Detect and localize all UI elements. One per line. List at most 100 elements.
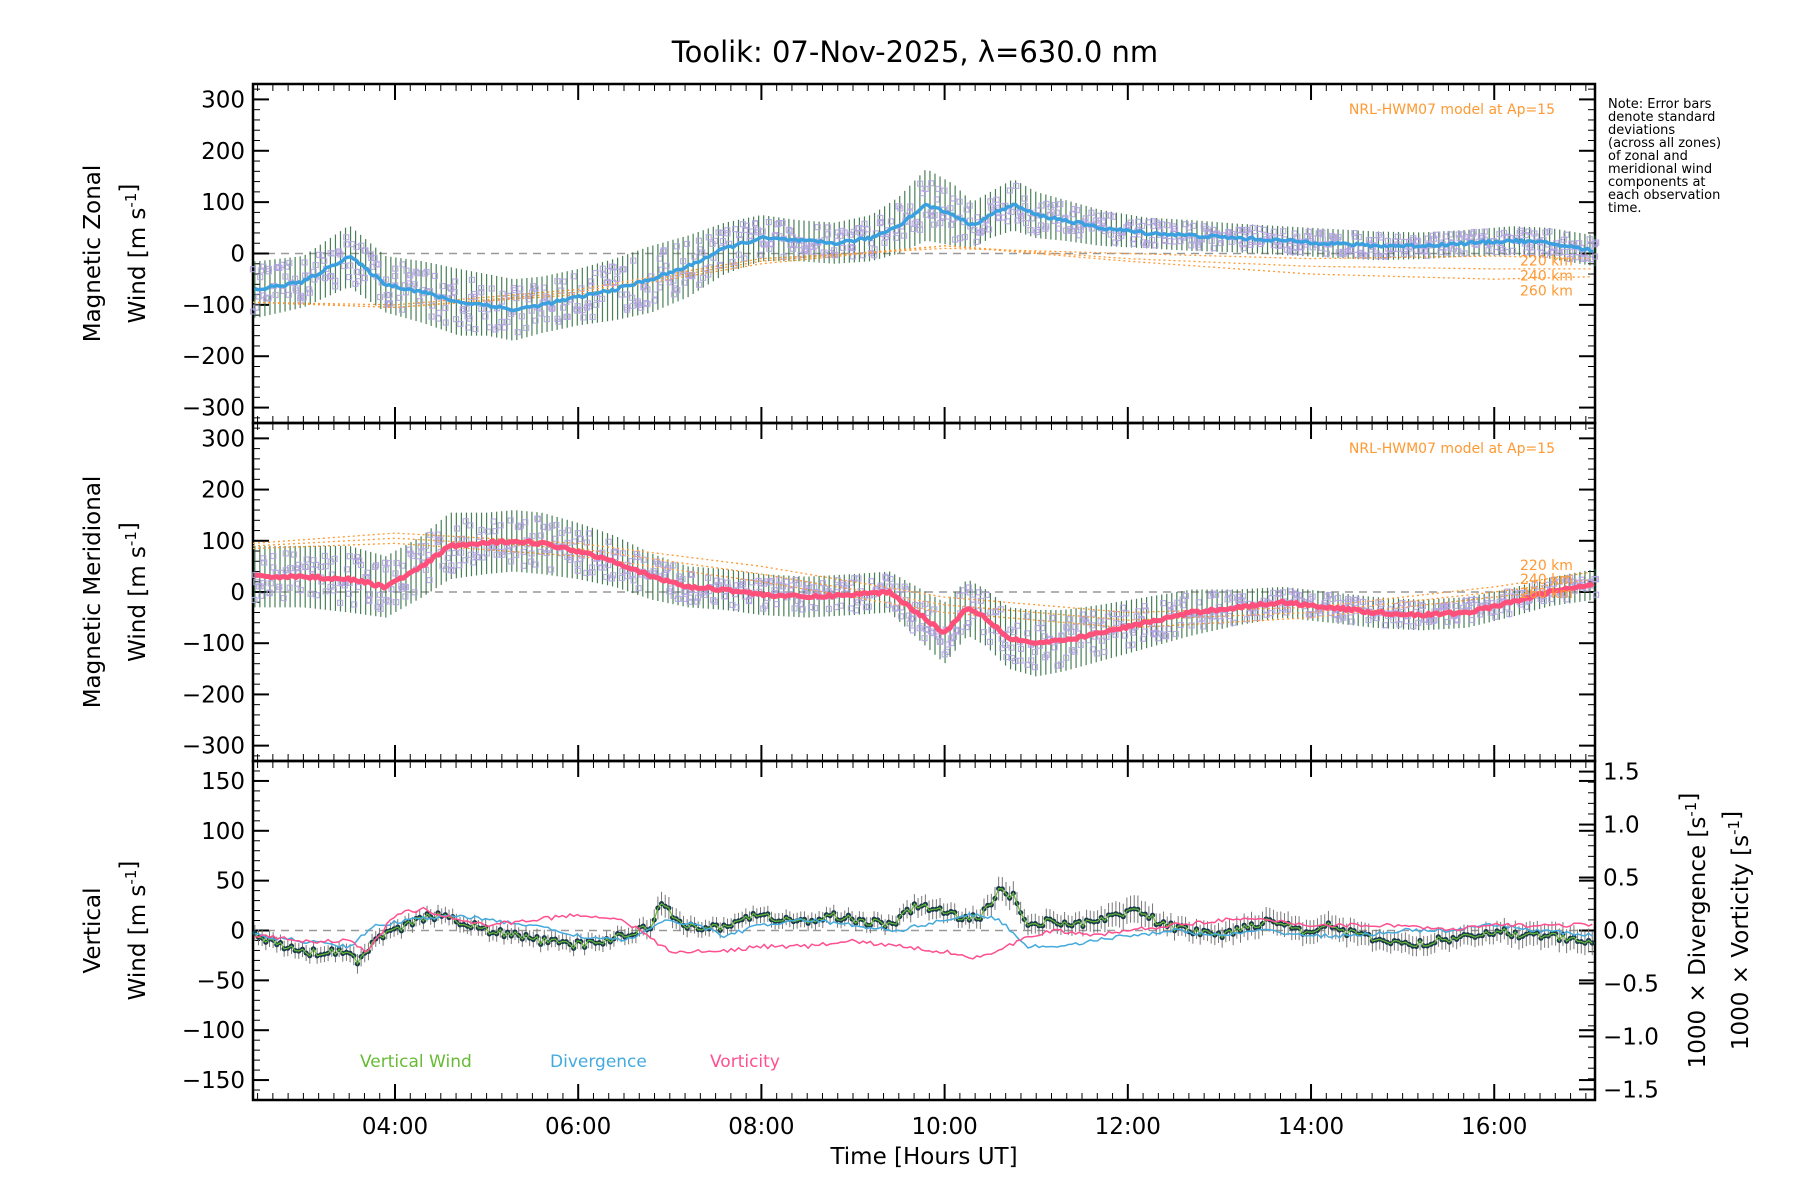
- zone-point: [803, 247, 811, 254]
- zone-point: [345, 590, 353, 597]
- zone-point: [308, 566, 316, 573]
- zone-point: [1455, 248, 1462, 255]
- zone-point: [486, 324, 493, 331]
- zone-point: [1592, 576, 1600, 583]
- zone-point: [295, 561, 302, 568]
- y-tick-label: 200: [201, 139, 245, 165]
- zone-point: [761, 241, 768, 248]
- model-label: NRL-HWM07 model at Ap=15: [1349, 441, 1555, 457]
- zone-point: [935, 185, 942, 193]
- zone-point: [257, 274, 264, 281]
- zone-point: [1182, 592, 1190, 600]
- zone-point: [1351, 233, 1358, 240]
- y-axis-label: Wind [m s-1]: [116, 522, 151, 662]
- zone-point: [1490, 608, 1497, 615]
- zone-point: [975, 589, 983, 596]
- zone-point: [694, 598, 701, 605]
- zone-point: [367, 251, 374, 258]
- zone-point: [852, 607, 860, 614]
- vertical-wind-line: [254, 887, 1593, 966]
- zone-point: [824, 224, 832, 231]
- zone-point: [881, 239, 888, 246]
- zone-point: [1550, 576, 1557, 583]
- y-tick-label: −50: [196, 968, 245, 994]
- zone-point: [916, 221, 923, 228]
- zone-point: [396, 294, 403, 301]
- y-tick-label: −200: [182, 344, 245, 370]
- right-y-tick-label: 1.5: [1603, 760, 1640, 786]
- zone-point: [1208, 237, 1215, 244]
- zone-point: [543, 549, 550, 557]
- zone-point: [1228, 594, 1236, 601]
- note-line: each observation: [1608, 188, 1720, 203]
- zone-point: [452, 316, 460, 323]
- zone-point: [327, 272, 335, 280]
- zone-point: [494, 324, 501, 331]
- zone-point: [950, 633, 958, 640]
- zone-point: [1315, 230, 1322, 237]
- zone-point: [859, 252, 867, 259]
- zone-point: [478, 305, 485, 312]
- zone-point: [399, 261, 406, 268]
- zone-point: [1143, 240, 1151, 247]
- zone-point: [1006, 187, 1014, 194]
- zone-point: [483, 550, 490, 557]
- zone-point: [559, 304, 567, 311]
- y-tick-label: −100: [182, 631, 245, 657]
- zone-point: [1388, 250, 1396, 257]
- zone-point: [1239, 241, 1246, 248]
- zone-point: [467, 522, 474, 529]
- zone-point: [498, 318, 505, 326]
- zone-point: [1567, 574, 1574, 581]
- zone-point: [1018, 212, 1025, 219]
- zone-point: [1413, 238, 1421, 245]
- zone-point: [797, 600, 804, 607]
- zone-point: [1444, 618, 1451, 626]
- zone-point: [985, 226, 993, 233]
- zone-point: [1022, 219, 1030, 227]
- zone-point: [906, 620, 913, 627]
- zone-point: [1127, 219, 1134, 226]
- zone-point: [1195, 599, 1202, 606]
- zone-point: [532, 561, 539, 568]
- y-tick-label: 150: [201, 769, 245, 795]
- zone-point: [1054, 662, 1061, 669]
- zone-point: [392, 570, 399, 577]
- zone-point: [399, 562, 406, 569]
- zone-point: [563, 313, 570, 320]
- zone-point: [1593, 591, 1600, 598]
- zone-point: [507, 558, 515, 565]
- zone-point: [1509, 247, 1517, 254]
- zone-point: [517, 292, 524, 299]
- legend-vorticity: Vorticity: [710, 1052, 780, 1072]
- zone-point: [1394, 233, 1402, 240]
- zone-point: [957, 628, 964, 635]
- zone-point: [282, 550, 289, 557]
- zone-point: [303, 556, 310, 563]
- zone-point: [276, 583, 283, 590]
- zone-point: [368, 254, 375, 261]
- zone-point: [1123, 610, 1130, 617]
- zone-point: [1470, 228, 1477, 236]
- zone-point: [695, 281, 703, 288]
- zone-point: [478, 526, 485, 534]
- zone-point: [865, 603, 872, 610]
- mean-wind-line: [254, 202, 1594, 313]
- zone-point: [795, 580, 802, 587]
- zone-point: [1142, 607, 1150, 614]
- y-tick-label: 100: [201, 190, 245, 216]
- zone-point: [343, 241, 350, 248]
- zone-point: [1164, 222, 1171, 229]
- zone-point: [1540, 597, 1548, 605]
- zone-point: [331, 555, 338, 562]
- zone-point: [1049, 614, 1056, 622]
- zone-point: [345, 273, 353, 281]
- zone-point: [947, 204, 954, 212]
- zone-point: [265, 265, 273, 273]
- zone-point: [452, 278, 459, 285]
- zone-point: [375, 261, 382, 268]
- zone-point: [864, 226, 871, 233]
- zone-point: [1493, 248, 1500, 256]
- zone-point: [1098, 637, 1105, 644]
- zone-point: [1296, 592, 1303, 599]
